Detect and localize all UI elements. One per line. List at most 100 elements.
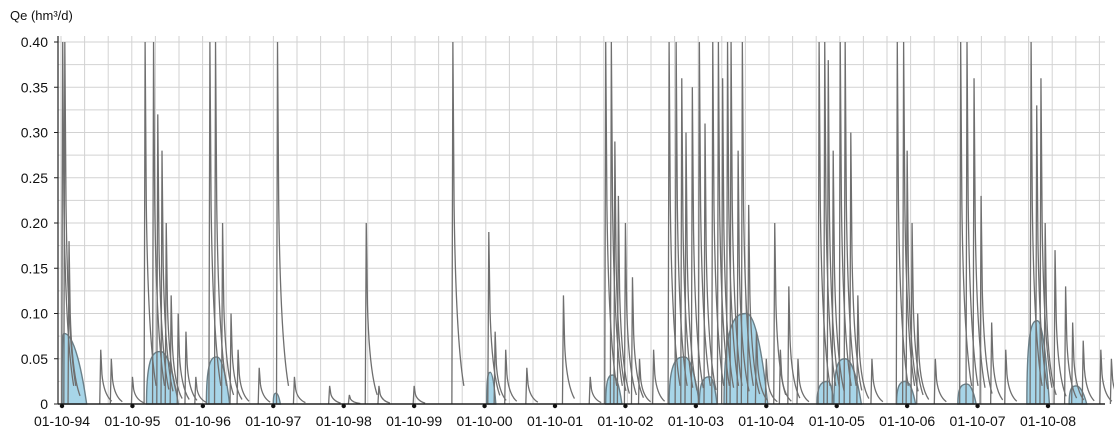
discharge-spike (1081, 340, 1095, 405)
discharge-spike (164, 222, 178, 405)
x-tick-mark (130, 403, 135, 409)
x-tick-label: 01-10-97 (245, 413, 301, 429)
x-tick-mark (975, 403, 980, 409)
discharge-spike (616, 195, 631, 405)
x-tick-mark (834, 403, 839, 409)
discharge-spike (208, 41, 222, 405)
discharge-spike (740, 41, 754, 405)
discharge-spike (651, 349, 666, 405)
discharge-spike (690, 87, 704, 405)
discharge-spike (130, 376, 144, 405)
discharge-spike (412, 385, 426, 405)
x-tick-mark (200, 403, 206, 409)
discharge-spike (327, 385, 341, 405)
axes: 0 0.05 0.10 0.15 0.20 0.25 0.30 0.35 0.40 01-10-9… (21, 34, 1105, 429)
grid (58, 36, 1105, 404)
discharge-spike (143, 41, 157, 405)
x-tick-mark (904, 403, 910, 409)
discharge-spike (910, 222, 924, 405)
x-tick-label: 01-10-03 (668, 413, 724, 429)
y-tick-label: 0.35 (21, 79, 48, 95)
discharge-spike (990, 322, 1004, 405)
discharge-spike (831, 150, 845, 405)
discharge-spike (347, 394, 361, 405)
y-axis-label: Qe (hm³/d) (10, 8, 73, 23)
discharge-spike (109, 358, 123, 405)
discharge-spike (667, 41, 681, 405)
discharge-spike (856, 295, 870, 405)
discharge-spike (747, 204, 761, 405)
x-tick-label: 01-10-02 (597, 413, 653, 429)
discharge-spike (933, 358, 947, 405)
x-tick-label: 01-10-04 (738, 413, 794, 429)
discharge-spike (778, 349, 792, 405)
discharge-spike (176, 313, 190, 405)
discharge-spike (725, 41, 740, 405)
discharge-spike (229, 313, 243, 405)
y-tick-label: 0.25 (21, 170, 48, 186)
discharge-spike (959, 41, 973, 405)
x-tick-mark (411, 403, 417, 409)
y-tick-label: 0.30 (21, 125, 48, 141)
discharge-spike (630, 277, 645, 405)
discharge-spike (965, 41, 979, 405)
x-tick-label: 01-10-06 (879, 413, 935, 429)
discharge-spike (609, 41, 623, 405)
discharge-spike (236, 349, 250, 405)
x-tick-mark (693, 403, 699, 409)
x-tick-label: 01-10-99 (386, 413, 442, 429)
discharge-spike (67, 241, 81, 405)
x-tick-label: 01-10-08 (1020, 413, 1076, 429)
y-tick-label: 0.10 (21, 306, 48, 322)
discharge-spike (796, 358, 810, 405)
discharge-spike (213, 41, 228, 405)
discharge-spike (194, 376, 208, 405)
discharge-spike (220, 222, 235, 405)
discharge-spike (787, 286, 801, 405)
discharge-spike (843, 41, 857, 405)
discharge-spike (870, 358, 884, 405)
x-tick-mark (623, 403, 628, 409)
x-tick-mark (271, 403, 276, 409)
discharge-spike (613, 141, 627, 405)
y-tick-label: 0 (40, 396, 48, 412)
discharge-spike (916, 313, 930, 405)
x-tick-mark (552, 403, 558, 409)
x-tick-mark (764, 403, 769, 409)
x-tick-label: 01-10-94 (34, 413, 90, 429)
baseflow-event (485, 371, 497, 405)
x-tick-label: 01-10-98 (316, 413, 372, 429)
y-tick-label: 0.20 (21, 215, 48, 231)
x-tick-label: 01-10-07 (950, 413, 1006, 429)
discharge-spike (588, 376, 602, 405)
discharge-spike (169, 295, 183, 405)
discharge-spike (972, 78, 986, 405)
discharge-spike (257, 367, 271, 405)
x-tick-mark (59, 403, 65, 409)
y-tick-label: 0.40 (21, 34, 48, 50)
discharge-spike (451, 41, 465, 405)
discharge-spike (697, 41, 712, 405)
x-tick-label: 01-10-95 (104, 413, 160, 429)
discharge-spike (729, 41, 743, 405)
baseflow-event (816, 380, 835, 405)
discharge-spike (684, 132, 698, 405)
discharge-spike (377, 385, 391, 405)
discharge-spike (823, 41, 837, 405)
discharge-spike (623, 222, 638, 405)
x-tick-mark (341, 403, 346, 409)
discharge-spikes (61, 41, 1114, 405)
discharge-spike (504, 349, 518, 405)
discharge-spike (487, 232, 501, 405)
discharge-spike (561, 295, 576, 405)
discharge-spike (764, 358, 778, 405)
discharge-spike (637, 358, 651, 405)
x-tick-mark (1045, 403, 1051, 409)
discharge-spike (364, 222, 378, 405)
discharge-spike (703, 123, 717, 405)
discharge-spike (849, 132, 863, 405)
x-tick-label: 01-10-05 (809, 413, 865, 429)
x-tick-label: 01-10-96 (175, 413, 231, 429)
x-tick-label: 01-10-00 (457, 413, 513, 429)
